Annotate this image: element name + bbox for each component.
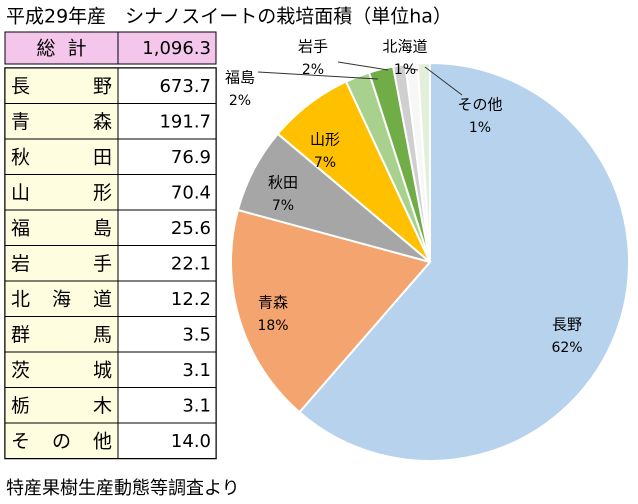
row-value: 3.5: [182, 324, 211, 345]
row-name: 北海道: [11, 288, 112, 310]
row-value: 14.0: [171, 431, 211, 452]
table-header-bg: [4, 31, 217, 65]
value-cell: [117, 245, 217, 282]
row-value: 191.7: [159, 111, 211, 132]
name-cell: [4, 422, 119, 459]
slice-label: 岩手: [298, 38, 328, 56]
value-cell: [117, 67, 217, 104]
slice-percent: 1%: [394, 62, 416, 78]
slice-percent: 2%: [302, 62, 324, 78]
slice-label: 山形: [310, 131, 340, 149]
pie-slice: [416, 61, 431, 263]
slice-label: 北海道: [382, 38, 427, 56]
title: 平成29年産 シナノスイートの栽培面積（単位ha）: [6, 6, 452, 28]
row-value: 3.1: [182, 395, 211, 416]
slice-label: 青森: [258, 294, 288, 312]
row-name: その他: [11, 430, 112, 452]
value-cell: [117, 422, 217, 459]
pie-slice: [230, 208, 432, 414]
slice-percent: 18%: [257, 318, 288, 334]
leader-line: [424, 66, 463, 96]
leader-line: [257, 71, 379, 80]
slice-label: その他: [457, 96, 502, 114]
name-cell: [4, 351, 119, 388]
row-value: 3.1: [182, 360, 211, 381]
value-cell: [117, 138, 217, 175]
row-value: 673.7: [159, 76, 211, 97]
row-value: 70.4: [171, 182, 211, 203]
leader-line: [404, 67, 419, 71]
slice-label: 福島: [225, 69, 255, 87]
leader-line: [337, 61, 389, 71]
name-cell: [4, 245, 119, 282]
slice-label: 長野: [552, 316, 582, 334]
name-cell: [4, 138, 119, 175]
value-cell: [117, 316, 217, 353]
value-cell: [117, 351, 217, 388]
value-cell: [117, 387, 217, 424]
header-value: 1,096.3: [142, 38, 211, 59]
name-cell: [4, 67, 119, 104]
slice-percent: 7%: [272, 198, 294, 214]
value-cell: [117, 209, 217, 246]
source: 特産果樹生産動態等調査より: [6, 478, 240, 499]
row-value: 25.6: [171, 218, 211, 239]
slice-percent: 2%: [229, 93, 251, 109]
slice-percent: 7%: [314, 155, 336, 171]
row-value: 12.2: [171, 289, 211, 310]
slice-label: 秋田: [268, 174, 298, 192]
pie-slice: [298, 61, 630, 462]
value-cell: [117, 174, 217, 211]
row-value: 76.9: [171, 147, 211, 168]
value-cell: [117, 280, 217, 317]
name-cell: [4, 387, 119, 424]
name-cell: [4, 103, 119, 140]
name-cell: [4, 316, 119, 353]
row-value: 22.1: [171, 253, 211, 274]
slice-percent: 1%: [469, 120, 491, 136]
slice-percent: 62%: [551, 340, 582, 356]
